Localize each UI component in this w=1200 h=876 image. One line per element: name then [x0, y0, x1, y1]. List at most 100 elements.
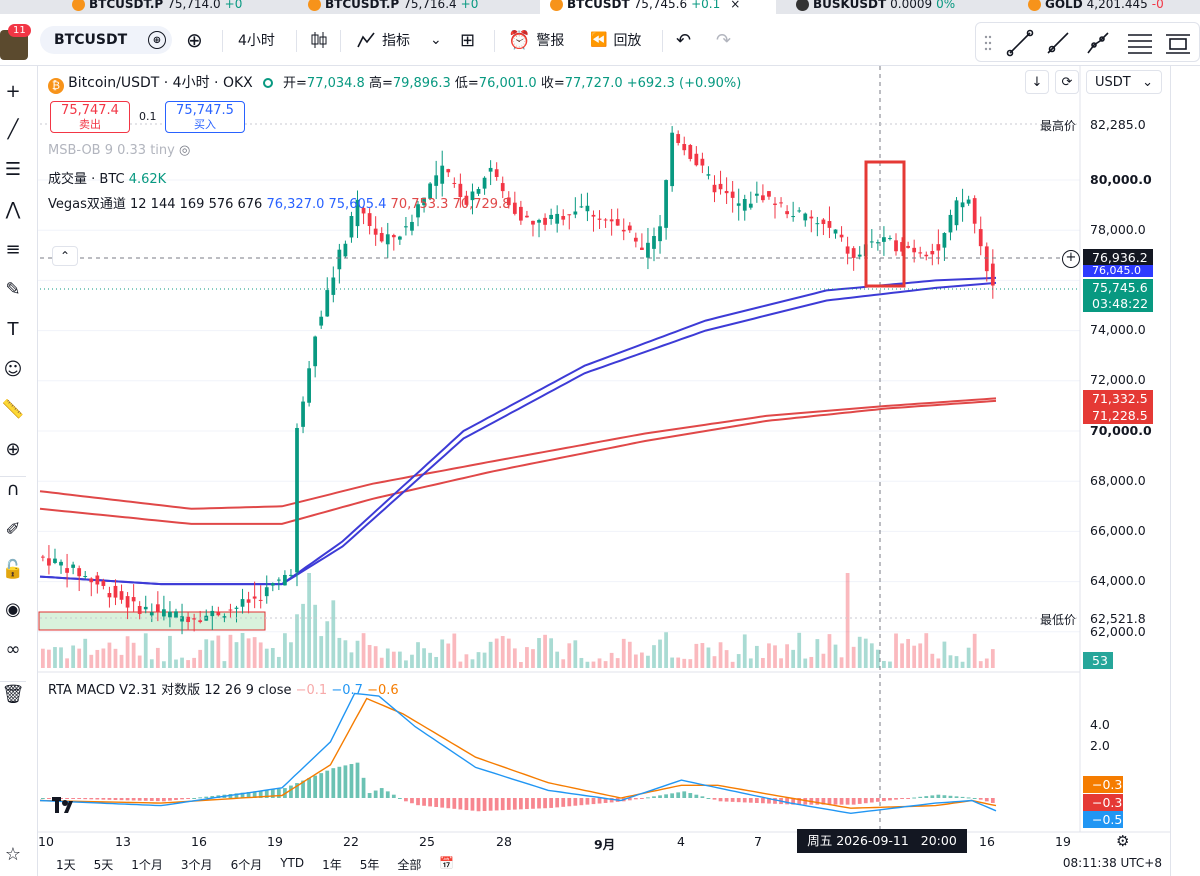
volume-bar	[440, 639, 445, 668]
macd-histogram-bar	[525, 798, 529, 810]
eye-off-icon[interactable]: ◎	[179, 143, 191, 158]
volume-bar	[331, 600, 336, 668]
chart-settings-icon[interactable]: ⚙	[1116, 832, 1130, 850]
tab-btcusdt[interactable]: BTCUSDT 75,745.6 +0.1 ×	[540, 0, 776, 14]
collapse-legend-button[interactable]: ⌃	[52, 246, 78, 266]
volume-bar	[652, 645, 656, 668]
macd-fast-line	[39, 692, 997, 815]
candle-body	[549, 214, 554, 220]
volume-bar	[664, 632, 668, 668]
emoji-icon[interactable]: ☺	[3, 358, 23, 380]
token-icon	[796, 0, 809, 11]
date-range-icon[interactable]: 📅	[439, 856, 455, 870]
favorites-star-icon[interactable]: ☆	[4, 843, 22, 865]
volume-legend[interactable]: 成交量 · BTC 4.62K	[48, 172, 167, 187]
tab-btcusdt-p-2[interactable]: BTCUSDT.P 75,716.4 +0	[298, 0, 488, 14]
range-1d[interactable]: 1天	[56, 858, 76, 872]
volume-bar	[89, 654, 94, 668]
volume-bar	[71, 645, 76, 668]
zoom-icon[interactable]: ⊕	[5, 438, 21, 460]
replay-button[interactable]: ⏪ 回放	[590, 32, 642, 49]
close-tab-icon[interactable]: ×	[730, 0, 741, 11]
trendline-icon[interactable]: ╱	[7, 118, 19, 140]
volume-bar	[295, 614, 299, 668]
macd-legend[interactable]: RTA MACD V2.31 对数版 12 26 9 close −0.1 −0…	[48, 683, 399, 698]
currency-select[interactable]: USDT ⌄	[1086, 70, 1162, 94]
ruler-icon[interactable]: 📏	[1, 398, 25, 420]
eye-icon[interactable]: ◉	[5, 598, 21, 620]
range-1m[interactable]: 1个月	[131, 858, 163, 872]
lock-icon[interactable]: 🔓	[1, 558, 25, 580]
high-value: 79,896.3	[392, 76, 451, 91]
range-3m[interactable]: 3个月	[180, 858, 213, 872]
undo-button[interactable]: ↶	[676, 26, 691, 54]
volume-bar	[174, 659, 178, 668]
volume-bar	[276, 656, 281, 668]
horizontal-lines-icon[interactable]: ☰	[4, 158, 22, 180]
add-alert-icon[interactable]: +	[1062, 250, 1080, 268]
pattern-icon[interactable]: ⋀	[5, 198, 21, 220]
undo-icon: ↶	[676, 29, 692, 51]
sort-down-button[interactable]: ↓	[1025, 70, 1049, 94]
vegas-legend[interactable]: Vegas双通道 12 144 169 576 676 76,327.0 75,…	[48, 197, 511, 212]
brush-icon[interactable]: ✎	[5, 278, 21, 300]
volume-bar	[869, 643, 874, 668]
candle-body	[289, 574, 293, 576]
candle-body	[47, 558, 51, 566]
add-symbol-icon[interactable]: ⊕	[148, 31, 166, 49]
magnet-icon[interactable]: ∩	[0, 476, 26, 502]
range-all[interactable]: 全部	[397, 858, 422, 872]
redo-button[interactable]: ↷	[716, 26, 731, 54]
macd-histogram-bar	[700, 796, 705, 798]
candle-body	[827, 221, 832, 228]
macd-histogram-bar	[95, 798, 100, 800]
tab-buskusdt[interactable]: BUSKUSDT 0.0009 0%	[786, 0, 965, 14]
range-6m[interactable]: 6个月	[230, 858, 263, 872]
macd-histogram-bar	[688, 793, 693, 798]
tab-gold[interactable]: GOLD 4,201.445 -0	[1018, 0, 1174, 14]
volume-bar	[155, 647, 160, 668]
left-drawing-toolbar: + ╱ ☰ ⋀ ≡ ✎ T ☺ 📏 ⊕ ∩ ✐ 🔓 ◉ ∞ 🗑 ☆	[0, 66, 38, 876]
range-1y[interactable]: 1年	[322, 858, 342, 872]
link-icon[interactable]: ∞	[5, 638, 21, 660]
indicators-button[interactable]: 指标 ⌄	[356, 26, 442, 54]
volume-bar	[391, 651, 396, 668]
msb-indicator-legend[interactable]: MSB-OB 9 0.33 tiny ◎	[48, 143, 191, 158]
macd-histogram-bar	[627, 798, 632, 801]
price-chart[interactable]	[38, 66, 1170, 876]
volume-bar	[930, 653, 935, 668]
refresh-button[interactable]: ⟳	[1055, 70, 1079, 94]
lock-pen-icon[interactable]: ✐	[5, 518, 21, 540]
time-tick: 13	[115, 834, 131, 849]
interval-button[interactable]: 4小时	[238, 33, 275, 49]
compare-button[interactable]: ⊕	[186, 26, 203, 54]
range-5d[interactable]: 5天	[93, 858, 114, 872]
alert-button[interactable]: ⏰ 警报	[508, 29, 565, 51]
buy-button[interactable]: 75,747.5 买入	[165, 101, 245, 133]
tab-btcusdt-p-1[interactable]: BTCUSDT.P 75,714.0 +0	[62, 0, 252, 14]
macd-histogram-bar	[803, 798, 808, 805]
fib-icon[interactable]: ≡	[5, 238, 21, 260]
sell-button[interactable]: 75,747.4 卖出	[50, 101, 130, 133]
symbol-search-button[interactable]: BTCUSDT ⊕	[40, 26, 172, 54]
layouts-button[interactable]: ⊞	[460, 26, 475, 54]
candle-body	[591, 214, 596, 217]
volume-bar	[228, 634, 233, 668]
macd-histogram-bar	[470, 798, 475, 811]
macd-histogram-bar	[482, 798, 487, 811]
candle-body	[404, 226, 408, 228]
grid-icon: ⊞	[460, 29, 476, 51]
candle-body	[809, 216, 814, 219]
volume-bar	[537, 638, 541, 668]
range-5y[interactable]: 5年	[359, 858, 380, 872]
macd-histogram-bar	[289, 785, 293, 798]
candle-body	[748, 203, 753, 208]
range-ytd[interactable]: YTD	[280, 856, 305, 870]
trash-icon[interactable]: 🗑	[0, 681, 26, 707]
candle-body	[875, 242, 880, 244]
volume-bar	[688, 659, 693, 668]
crosshair-icon[interactable]: +	[5, 80, 21, 102]
text-icon[interactable]: T	[7, 318, 19, 340]
macd-histogram-bar	[773, 798, 777, 804]
chart-type-button[interactable]	[310, 26, 328, 54]
